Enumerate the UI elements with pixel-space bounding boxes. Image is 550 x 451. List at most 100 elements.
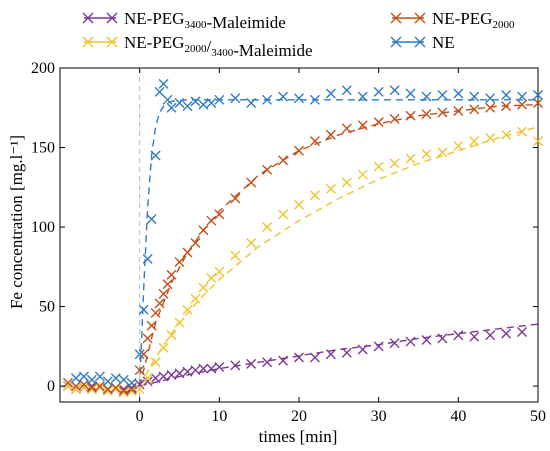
data-point-series-0 bbox=[373, 341, 384, 352]
data-point-series-2 bbox=[309, 136, 320, 147]
data-point-series-2 bbox=[341, 123, 352, 134]
data-point-series-3 bbox=[214, 94, 225, 105]
data-point-series-3 bbox=[190, 96, 201, 107]
x-tick-label: 0 bbox=[136, 408, 144, 425]
data-point-series-3 bbox=[533, 90, 543, 101]
data-point-series-3 bbox=[389, 85, 400, 96]
data-point-series-0 bbox=[469, 331, 480, 342]
data-point-series-2 bbox=[389, 113, 400, 124]
data-point-series-0 bbox=[126, 382, 137, 393]
y-axis-label: Fe concentration [mg.l⁻¹] bbox=[7, 135, 26, 309]
data-point-series-3 bbox=[154, 86, 165, 97]
legend-marker bbox=[106, 36, 118, 48]
data-point-series-1 bbox=[437, 147, 448, 158]
data-point-series-0 bbox=[278, 355, 289, 366]
data-point-series-1 bbox=[86, 384, 97, 395]
data-point-series-0 bbox=[389, 338, 400, 349]
data-point-series-0 bbox=[517, 327, 528, 338]
data-point-series-3 bbox=[70, 373, 81, 384]
data-point-series-2 bbox=[182, 247, 193, 258]
data-point-series-2 bbox=[94, 381, 105, 392]
data-point-series-3 bbox=[357, 91, 368, 102]
data-point-series-2 bbox=[102, 384, 113, 395]
data-point-series-1 bbox=[126, 385, 137, 396]
data-point-series-1 bbox=[174, 317, 185, 328]
fit-line-series-0 bbox=[139, 323, 539, 387]
data-point-series-3 bbox=[373, 86, 384, 97]
data-point-series-3 bbox=[138, 304, 149, 315]
data-point-series-3 bbox=[94, 371, 105, 382]
data-point-series-0 bbox=[453, 330, 464, 341]
data-point-series-3 bbox=[110, 373, 121, 384]
data-point-series-2 bbox=[70, 381, 81, 392]
data-point-series-3 bbox=[162, 94, 173, 105]
data-point-series-0 bbox=[182, 366, 193, 377]
data-point-series-2 bbox=[134, 365, 145, 376]
data-point-series-2 bbox=[118, 385, 129, 396]
data-point-series-3 bbox=[206, 97, 217, 108]
data-point-series-0 bbox=[341, 347, 352, 358]
x-tick-label: 10 bbox=[211, 408, 227, 425]
data-point-series-2 bbox=[278, 155, 289, 166]
x-axis-label: times [min] bbox=[259, 427, 338, 446]
data-point-series-1 bbox=[485, 132, 496, 143]
y-tick-label: 150 bbox=[31, 140, 55, 157]
data-point-series-1 bbox=[94, 382, 105, 393]
data-point-series-3 bbox=[341, 85, 352, 96]
data-point-series-1 bbox=[150, 357, 161, 368]
data-point-series-0 bbox=[150, 373, 161, 384]
data-point-series-2 bbox=[166, 269, 177, 280]
data-point-series-2 bbox=[214, 209, 225, 220]
fit-line-series-1 bbox=[139, 126, 539, 387]
data-point-series-2 bbox=[501, 101, 512, 112]
data-point-series-1 bbox=[453, 140, 464, 151]
data-point-series-0 bbox=[437, 333, 448, 344]
x-tick-label: 40 bbox=[450, 408, 466, 425]
data-point-series-2 bbox=[150, 307, 161, 318]
data-point-series-1 bbox=[134, 384, 145, 395]
data-point-series-0 bbox=[142, 376, 153, 387]
data-point-series-3 bbox=[174, 97, 185, 108]
data-point-series-1 bbox=[142, 373, 153, 384]
data-point-series-1 bbox=[118, 387, 129, 398]
data-point-series-2 bbox=[86, 382, 97, 393]
data-point-series-2 bbox=[485, 102, 496, 113]
data-point-series-3 bbox=[246, 97, 257, 108]
data-point-series-1 bbox=[357, 169, 368, 180]
data-point-series-2 bbox=[469, 104, 480, 115]
data-point-series-2 bbox=[262, 164, 273, 175]
data-point-series-3 bbox=[405, 88, 416, 99]
data-point-series-3 bbox=[182, 101, 193, 112]
data-point-series-0 bbox=[118, 384, 129, 395]
data-point-series-1 bbox=[166, 330, 177, 341]
data-point-series-3 bbox=[453, 88, 464, 99]
data-point-series-1 bbox=[230, 250, 241, 261]
data-point-series-1 bbox=[190, 293, 201, 304]
data-point-series-1 bbox=[70, 384, 81, 395]
data-point-series-1 bbox=[469, 136, 480, 147]
data-point-series-3 bbox=[78, 371, 89, 382]
data-point-series-3 bbox=[158, 78, 169, 89]
data-point-series-0 bbox=[158, 371, 169, 382]
data-point-series-2 bbox=[78, 379, 89, 390]
data-point-series-0 bbox=[501, 328, 512, 339]
data-point-series-3 bbox=[309, 94, 320, 105]
data-point-series-1 bbox=[182, 304, 193, 315]
data-point-series-1 bbox=[110, 384, 121, 395]
legend-marker bbox=[106, 12, 118, 24]
y-tick-label: 100 bbox=[31, 219, 55, 236]
data-point-series-1 bbox=[78, 382, 89, 393]
y-tick-label: 200 bbox=[31, 60, 55, 77]
data-point-series-2 bbox=[142, 333, 153, 344]
data-point-series-3 bbox=[150, 150, 161, 161]
data-point-series-2 bbox=[198, 225, 209, 236]
data-point-series-1 bbox=[294, 199, 304, 210]
legend-item: NE-PEG3400-Maleimide bbox=[82, 9, 286, 32]
data-point-series-0 bbox=[357, 344, 368, 355]
y-tick-label: 50 bbox=[39, 299, 55, 316]
data-point-series-1 bbox=[421, 148, 432, 159]
data-point-series-0 bbox=[190, 365, 201, 376]
legend-marker bbox=[82, 12, 94, 24]
data-point-series-2 bbox=[246, 177, 257, 188]
data-point-series-1 bbox=[373, 161, 384, 172]
